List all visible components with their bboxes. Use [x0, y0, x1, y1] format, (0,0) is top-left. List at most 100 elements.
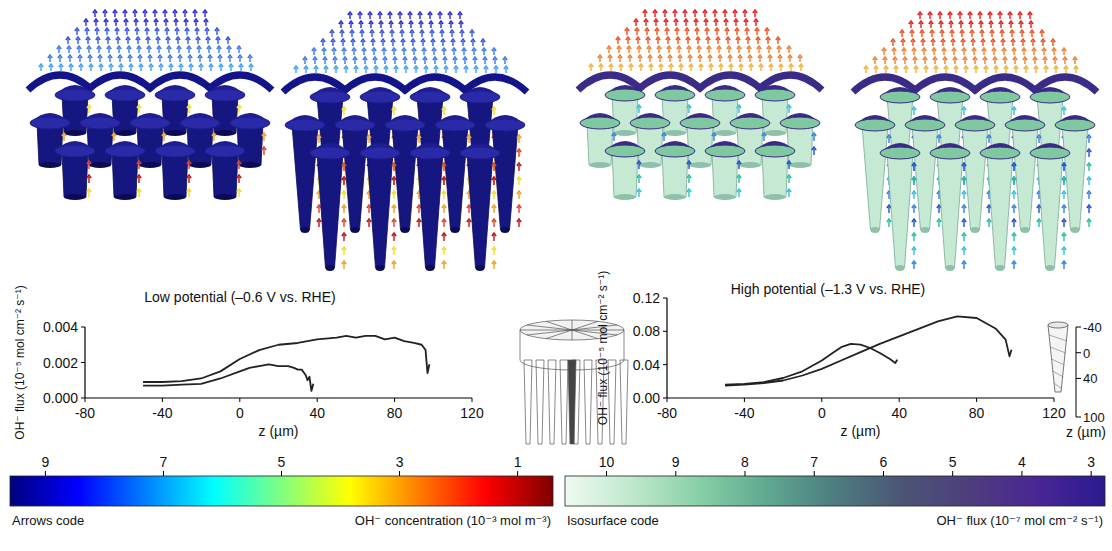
flow-arrow	[167, 46, 171, 53]
flow-arrow	[78, 55, 82, 62]
flow-arrow	[178, 55, 182, 62]
flow-arrow	[249, 64, 253, 71]
flow-arrow	[404, 66, 408, 73]
flow-arrow	[186, 37, 190, 44]
flow-arrow	[988, 12, 992, 19]
pillar-base	[164, 194, 186, 200]
flow-arrow	[913, 57, 917, 64]
flow-arrow	[993, 57, 997, 64]
flow-arrow	[938, 12, 942, 19]
flow-arrow	[351, 39, 355, 46]
flow-arrow	[736, 37, 740, 44]
flow-arrow	[1004, 66, 1008, 73]
flow-arrow	[696, 37, 700, 44]
flow-arrow	[472, 48, 476, 55]
flow-arrow	[441, 39, 445, 46]
flow-arrow	[492, 107, 496, 115]
flow-arrow	[374, 66, 378, 73]
x-tick	[744, 398, 745, 402]
pillar-rim	[410, 147, 450, 159]
mesh-tube	[620, 360, 628, 444]
pillar-body	[467, 153, 493, 268]
flow-arrow	[442, 107, 446, 115]
x-tick	[85, 398, 86, 402]
flow-arrow	[95, 28, 99, 35]
flow-arrow	[87, 175, 91, 183]
flow-arrow	[874, 66, 878, 73]
mesh-tube	[548, 360, 556, 444]
pillar-rim	[880, 147, 920, 159]
flow-arrow	[1014, 66, 1018, 73]
flow-arrow	[442, 177, 446, 185]
pillar-base	[114, 194, 136, 200]
flow-arrow	[589, 64, 593, 71]
flow-arrow	[117, 46, 121, 53]
flow-arrow	[350, 30, 354, 37]
flow-arrow	[340, 30, 344, 37]
flow-arrow	[1024, 66, 1028, 73]
flow-arrow	[1011, 39, 1015, 46]
x-tick	[472, 398, 473, 402]
flow-arrow	[442, 177, 446, 185]
pillar-body	[962, 125, 988, 230]
inset-tick-label: 100	[1083, 410, 1105, 425]
flow-arrow	[625, 28, 629, 35]
flow-arrow	[392, 219, 396, 227]
flow-arrow	[932, 48, 936, 55]
pillar-base	[476, 265, 485, 271]
flow-arrow	[481, 39, 485, 46]
flow-arrow	[482, 48, 486, 55]
flow-arrow	[1062, 48, 1066, 55]
x-tick	[667, 398, 668, 402]
colorbar-tick	[675, 471, 676, 476]
flow-arrow	[1073, 57, 1077, 64]
colorbar-tick	[1091, 471, 1092, 476]
flow-arrow	[492, 191, 496, 199]
flow-arrow	[735, 28, 739, 35]
flow-arrow	[663, 10, 667, 17]
pillar-base	[451, 227, 460, 233]
flow-arrow	[963, 57, 967, 64]
flow-arrow	[607, 46, 611, 53]
y-tick	[663, 298, 667, 299]
flow-arrow	[674, 19, 678, 26]
flow-arrow	[669, 64, 673, 71]
pillar-body	[1062, 125, 1088, 230]
flow-arrow	[673, 10, 677, 17]
mesh-edge	[572, 330, 598, 339]
flow-arrow	[410, 30, 414, 37]
flow-arrow	[715, 28, 719, 35]
flow-arrow	[1002, 48, 1006, 55]
flow-arrow	[313, 57, 317, 64]
flow-arrow	[644, 19, 648, 26]
flow-arrow	[648, 55, 652, 62]
flow-arrow	[812, 147, 816, 155]
flow-arrow	[87, 105, 91, 113]
flow-arrow	[392, 163, 396, 171]
flow-arrow	[470, 30, 474, 37]
flow-arrow	[428, 12, 432, 19]
flow-arrow	[392, 261, 396, 269]
flow-arrow	[146, 37, 150, 44]
flow-arrow	[1062, 107, 1066, 115]
pillar-rim	[930, 147, 970, 159]
pillar-body	[887, 153, 913, 268]
y-axis-title: OH⁻ flux (10⁻⁵ mol cm⁻² s⁻¹)	[596, 271, 610, 425]
flow-arrow	[1033, 57, 1037, 64]
flow-arrow	[94, 19, 98, 26]
pillar-body	[162, 151, 188, 197]
flow-arrow	[1012, 261, 1016, 269]
mesh-tube-selected	[568, 360, 576, 444]
flow-arrow	[183, 10, 187, 17]
pillar-base	[351, 227, 360, 233]
flow-arrow	[442, 191, 446, 199]
flow-arrow	[344, 66, 348, 73]
flow-arrow	[787, 161, 791, 169]
flow-arrow	[768, 55, 772, 62]
flow-arrow	[419, 21, 423, 28]
colorbar: 97531Arrows codeOH⁻ concentration (10⁻³ …	[10, 454, 553, 528]
chart: -80-40040801200.0000.0020.004Low potenti…	[13, 285, 484, 439]
flow-arrow	[212, 133, 216, 141]
flow-arrow	[617, 46, 621, 53]
flow-arrow	[403, 57, 407, 64]
